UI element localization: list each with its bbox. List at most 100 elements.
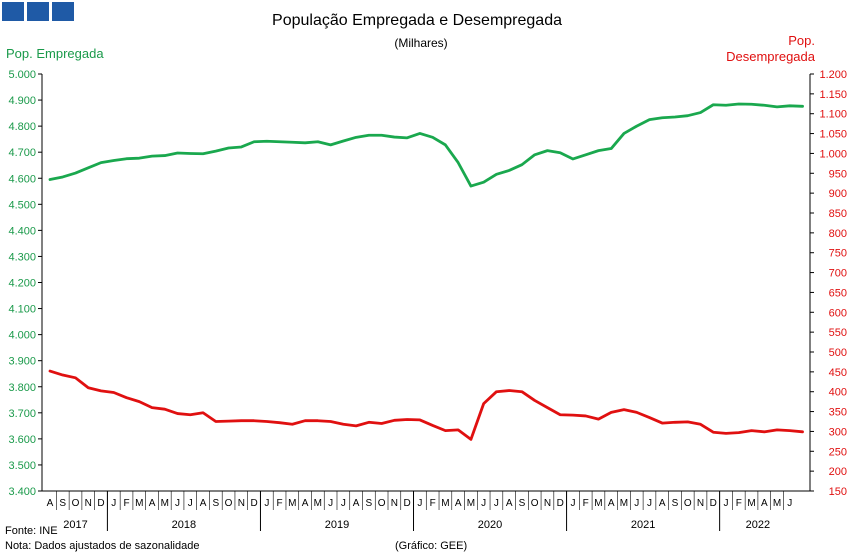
left-axis-tick-label: 5.000 [8, 69, 36, 81]
right-axis-tick-label: 1.050 [819, 129, 847, 141]
x-axis-month-label: A [149, 498, 156, 509]
x-axis-month-label: F [583, 498, 589, 509]
year-label: 2019 [325, 519, 349, 531]
x-axis-month-label: N [544, 498, 551, 509]
x-axis-month-label: F [277, 498, 283, 509]
source-text: Fonte: INE [5, 525, 58, 537]
series-lines [48, 102, 804, 441]
x-axis-month-label: O [378, 498, 386, 509]
x-axis-month-label: M [288, 498, 296, 509]
x-axis-month-label: O [225, 498, 233, 509]
chart-title: População Empregada e Desempregada [272, 12, 562, 29]
right-axis-tick-label: 900 [829, 188, 847, 200]
x-axis-month-label: A [608, 498, 615, 509]
right-axis-tick-label: 600 [829, 307, 847, 319]
x-axis-month-label: J [787, 498, 792, 509]
x-axis-month-label: D [557, 498, 564, 509]
left-axis-tick-label: 4.200 [8, 278, 36, 290]
x-axis-month-label: A [47, 498, 54, 509]
x-axis-month-label: A [506, 498, 513, 509]
left-axis-tick-label: 4.600 [8, 173, 36, 185]
right-axis-ticks: 150 200 250 300 350 400 450 500 550 600 650 700 750 8… [810, 69, 847, 498]
x-axis-month-label: D [404, 498, 411, 509]
right-axis-tick-label: 1.000 [819, 148, 847, 160]
x-axis-month-label: D [97, 498, 104, 509]
right-axis-tick-label: 950 [829, 168, 847, 180]
x-axis-month-label: S [366, 498, 373, 509]
year-label: 2017 [63, 519, 87, 531]
x-axis-month-label: F [123, 498, 129, 509]
x-axis-month-label: A [455, 498, 462, 509]
x-axis-month-label: A [302, 498, 309, 509]
x-axis-month-label: J [188, 498, 193, 509]
x-axis-month-label: O [684, 498, 692, 509]
x-axis-month-label: J [328, 498, 333, 509]
left-axis-tick-label: 4.700 [8, 147, 36, 159]
x-axis-month-label: J [494, 498, 499, 509]
x-axis-month-label: A [200, 498, 207, 509]
x-axis-month-label: F [736, 498, 742, 509]
right-axis-tick-label: 450 [829, 367, 847, 379]
x-axis-month-label: A [353, 498, 360, 509]
left-axis-tick-label: 4.900 [8, 95, 36, 107]
year-label: 2021 [631, 519, 655, 531]
chart-subtitle: (Milhares) [394, 36, 447, 50]
x-axis-year-labels: 2017 2018 2019 2020 2021 2022 [63, 491, 770, 531]
x-axis-month-label: J [481, 498, 486, 509]
right-axis-tick-label: 200 [829, 466, 847, 478]
right-axis-tick-label: 800 [829, 228, 847, 240]
x-axis-month-label: S [212, 498, 219, 509]
right-axis-label-line2: Desempregada [726, 49, 816, 64]
x-axis-month-label: J [341, 498, 346, 509]
x-axis-month-label: S [672, 498, 679, 509]
x-axis-month-label: A [761, 498, 768, 509]
x-axis-month-label: J [570, 498, 575, 509]
right-axis-tick-label: 1.200 [819, 69, 847, 81]
left-axis-tick-label: 4.500 [8, 199, 36, 211]
x-axis-month-label: J [111, 498, 116, 509]
left-axis-ticks: 3.400 3.500 3.600 3.700 3.800 3.900 4.000 4.100… [8, 69, 42, 498]
x-axis-month-label: M [747, 498, 755, 509]
right-axis-tick-label: 350 [829, 407, 847, 419]
x-axis-month-label: J [175, 498, 180, 509]
right-axis-tick-label: 400 [829, 387, 847, 399]
right-axis-tick-label: 650 [829, 287, 847, 299]
left-axis-tick-label: 3.900 [8, 356, 36, 368]
x-axis-month-label: F [430, 498, 436, 509]
right-axis-tick-label: 700 [829, 268, 847, 280]
x-axis-month-label: A [659, 498, 666, 509]
right-axis-tick-label: 500 [829, 347, 847, 359]
left-axis-tick-label: 4.000 [8, 330, 36, 342]
x-axis-month-label: J [724, 498, 729, 509]
left-axis-tick-label: 3.600 [8, 434, 36, 446]
x-axis-month-label: D [250, 498, 257, 509]
x-axis-month-label: J [634, 498, 639, 509]
x-axis-month-label: O [531, 498, 539, 509]
left-axis-tick-label: 3.500 [8, 460, 36, 472]
right-axis-tick-label: 850 [829, 208, 847, 220]
x-axis-month-label: J [264, 498, 269, 509]
x-axis-month-label: M [441, 498, 449, 509]
x-axis-month-label: N [391, 498, 398, 509]
x-axis-month-label: N [238, 498, 245, 509]
right-axis-label-line1: Pop. [788, 33, 815, 48]
left-axis-tick-label: 3.700 [8, 408, 36, 420]
right-axis-tick-label: 1.100 [819, 109, 847, 121]
x-axis-month-label: J [647, 498, 652, 509]
left-axis-tick-label: 4.400 [8, 225, 36, 237]
year-label: 2018 [172, 519, 196, 531]
right-axis-tick-label: 750 [829, 248, 847, 260]
series-line-desempregada [48, 369, 804, 441]
left-axis-tick-label: 4.300 [8, 251, 36, 263]
x-axis-month-label: S [59, 498, 66, 509]
left-axis-tick-label: 3.800 [8, 382, 36, 394]
x-axis-month-label: N [697, 498, 704, 509]
right-axis-tick-label: 300 [829, 426, 847, 438]
logo [2, 2, 74, 21]
x-axis-month-label: M [594, 498, 602, 509]
left-axis-tick-label: 3.400 [8, 486, 36, 498]
year-label: 2020 [478, 519, 502, 531]
right-axis-tick-label: 550 [829, 327, 847, 339]
x-axis-month-label: M [135, 498, 143, 509]
